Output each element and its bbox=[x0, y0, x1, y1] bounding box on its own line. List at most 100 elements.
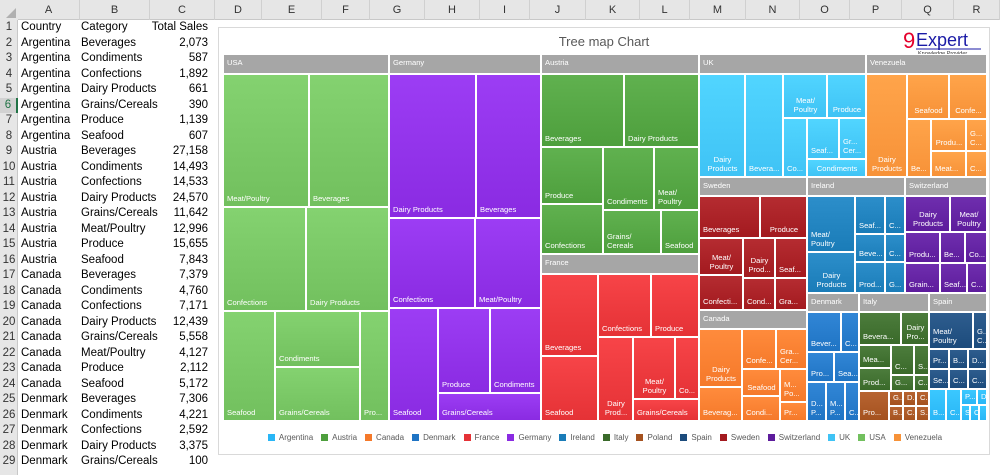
legend-item-ireland[interactable]: Ireland bbox=[559, 433, 595, 442]
treemap-tile-usa[interactable]: Condiments bbox=[275, 311, 360, 367]
treemap-tile-austria[interactable]: Seafood bbox=[661, 210, 699, 254]
treemap-tile-uk[interactable]: Co... bbox=[783, 118, 807, 177]
legend-item-france[interactable]: France bbox=[463, 433, 499, 442]
treemap-tile-poland[interactable]: G... bbox=[889, 391, 903, 406]
treemap-tile-switzerland[interactable]: Grain... bbox=[905, 263, 940, 293]
treemap-tile-france[interactable]: Grains/Cereals bbox=[633, 399, 699, 421]
row-header-15[interactable]: 15 bbox=[2, 238, 16, 250]
treemap-tile-canada[interactable]: Dairy Products bbox=[699, 329, 742, 387]
cell-category-row-3[interactable]: Condiments bbox=[81, 52, 143, 64]
row-header-17[interactable]: 17 bbox=[2, 269, 16, 281]
row-header-16[interactable]: 16 bbox=[2, 253, 16, 266]
treemap-tile-austria[interactable]: Beverages bbox=[541, 74, 624, 147]
treemap-tile-denmark[interactable]: Pro... bbox=[807, 352, 834, 382]
cell-sales-row-23[interactable]: 2,112 bbox=[180, 362, 208, 374]
treemap-tile-argentina[interactable]: P... bbox=[961, 389, 977, 405]
row-header-19[interactable]: 19 bbox=[2, 300, 16, 312]
treemap-tile-germany[interactable]: Dairy Products bbox=[389, 74, 476, 218]
column-header-i[interactable]: I bbox=[480, 0, 530, 20]
cell-sales-row-10[interactable]: 14,493 bbox=[172, 160, 208, 173]
row-header-20[interactable]: 20 bbox=[2, 315, 16, 328]
column-header-k[interactable]: K bbox=[586, 0, 640, 20]
treemap-tile-argentina[interactable]: C... bbox=[970, 405, 979, 421]
column-header-f[interactable]: F bbox=[322, 0, 370, 20]
column-header-g[interactable]: G bbox=[370, 0, 425, 20]
treemap-tile-spain[interactable]: C... bbox=[968, 369, 987, 389]
treemap-tile-uk[interactable]: Gr... Cer... bbox=[839, 118, 866, 159]
cell-country-row-3[interactable]: Argentina bbox=[21, 52, 71, 64]
row-header-22[interactable]: 22 bbox=[2, 346, 16, 359]
treemap-tile-poland[interactable]: S... bbox=[916, 406, 929, 421]
cell-category-row-19[interactable]: Confections bbox=[81, 300, 142, 312]
treemap-tile-germany[interactable]: Grains/Cereals bbox=[438, 393, 541, 421]
cell-country-row-16[interactable]: Austria bbox=[21, 253, 57, 266]
treemap-tile-argentina[interactable] bbox=[979, 405, 987, 421]
cell-sales-row-7[interactable]: 1,139 bbox=[179, 114, 208, 126]
treemap-tile-italy[interactable]: Prod... bbox=[859, 368, 891, 391]
treemap-tile-venezuela[interactable]: Meat... bbox=[931, 151, 966, 177]
treemap-group-header-venezuela[interactable]: Venezuela bbox=[866, 54, 987, 74]
cell-category-row-17[interactable]: Beverages bbox=[81, 269, 136, 281]
cell-country-row-18[interactable]: Canada bbox=[21, 284, 62, 297]
treemap-group-header-uk[interactable]: UK bbox=[699, 54, 866, 74]
treemap-tile-canada[interactable]: M... Po... bbox=[780, 369, 807, 402]
cell-country-row-12[interactable]: Austria bbox=[21, 191, 57, 204]
column-header-p[interactable]: P bbox=[850, 0, 902, 20]
treemap-tile-germany[interactable]: Produce bbox=[438, 308, 490, 393]
cell-country-row-1[interactable]: Country bbox=[21, 21, 62, 33]
treemap-tile-argentina[interactable]: C... bbox=[946, 389, 961, 421]
treemap-tile-germany[interactable]: Condiments bbox=[490, 308, 541, 393]
cell-category-row-21[interactable]: Grains/Cereals bbox=[81, 331, 158, 343]
treemap-tile-venezuela[interactable]: C... bbox=[966, 151, 987, 177]
treemap-tile-argentina[interactable]: B... bbox=[929, 389, 946, 421]
row-header-27[interactable]: 27 bbox=[2, 424, 16, 436]
cell-country-row-14[interactable]: Austria bbox=[21, 222, 57, 235]
treemap-tile-france[interactable]: Confections bbox=[598, 274, 651, 337]
treemap-tile-venezuela[interactable]: G... C... bbox=[966, 119, 987, 151]
row-header-14[interactable]: 14 bbox=[2, 222, 16, 235]
row-header-8[interactable]: 8 bbox=[5, 129, 13, 142]
treemap-tile-venezuela[interactable]: Confe... bbox=[949, 74, 987, 119]
cell-sales-row-28[interactable]: 3,375 bbox=[179, 439, 208, 452]
cell-category-row-24[interactable]: Seafood bbox=[81, 377, 124, 390]
cell-country-row-11[interactable]: Austria bbox=[21, 176, 57, 188]
cell-category-row-16[interactable]: Seafood bbox=[81, 253, 124, 266]
treemap-tile-denmark[interactable]: M... P... bbox=[826, 382, 845, 421]
cell-category-row-13[interactable]: Grains/Cereals bbox=[81, 207, 158, 219]
cell-category-row-5[interactable]: Dairy Products bbox=[81, 83, 157, 95]
cell-sales-row-22[interactable]: 4,127 bbox=[179, 346, 208, 359]
row-header-9[interactable]: 9 bbox=[5, 145, 13, 157]
row-header-6[interactable]: 6 bbox=[0, 97, 18, 113]
cell-sales-row-14[interactable]: 12,996 bbox=[172, 222, 208, 235]
cell-category-row-8[interactable]: Seafood bbox=[81, 129, 124, 142]
cell-sales-row-9[interactable]: 27,158 bbox=[172, 145, 208, 157]
treemap-group-header-austria[interactable]: Austria bbox=[541, 54, 699, 74]
column-header-n[interactable]: N bbox=[746, 0, 800, 20]
select-all-button[interactable] bbox=[0, 0, 18, 20]
cell-country-row-29[interactable]: Denmark bbox=[21, 455, 68, 467]
treemap-tile-canada[interactable]: Seafood bbox=[742, 369, 780, 396]
cell-category-row-15[interactable]: Produce bbox=[81, 238, 124, 250]
treemap-tile-france[interactable]: Meat/ Poultry bbox=[633, 337, 675, 399]
treemap-tile-uk[interactable]: Produce bbox=[827, 74, 866, 118]
treemap-tile-usa[interactable]: Beverages bbox=[309, 74, 389, 207]
treemap-tile-switzerland[interactable]: Seaf... bbox=[940, 263, 967, 293]
treemap-tile-germany[interactable]: Seafood bbox=[389, 308, 438, 421]
treemap-tile-canada[interactable]: Gra... Cer... bbox=[776, 329, 807, 369]
cell-sales-row-11[interactable]: 14,533 bbox=[172, 176, 208, 188]
column-header-a[interactable]: A bbox=[18, 0, 80, 20]
cell-country-row-26[interactable]: Denmark bbox=[21, 408, 68, 421]
treemap-group-header-switzerland[interactable]: Switzerland bbox=[905, 177, 987, 196]
treemap-tile-italy[interactable]: C... bbox=[914, 375, 929, 391]
treemap-tile-spain[interactable]: C... bbox=[949, 369, 968, 389]
treemap-tile-argentina[interactable]: D... bbox=[977, 389, 987, 405]
cell-country-row-15[interactable]: Austria bbox=[21, 238, 57, 250]
cell-sales-row-26[interactable]: 4,221 bbox=[179, 408, 208, 421]
treemap-tile-spain[interactable]: D... bbox=[968, 349, 987, 369]
treemap-tile-denmark[interactable]: D... P... bbox=[807, 382, 826, 421]
treemap-tile-poland[interactable]: B... bbox=[889, 406, 903, 421]
treemap-tile-italy[interactable]: S... bbox=[914, 345, 929, 375]
row-header-2[interactable]: 2 bbox=[5, 36, 13, 49]
treemap-tile-spain[interactable]: B... bbox=[949, 349, 968, 369]
cell-sales-row-17[interactable]: 7,379 bbox=[179, 269, 208, 281]
